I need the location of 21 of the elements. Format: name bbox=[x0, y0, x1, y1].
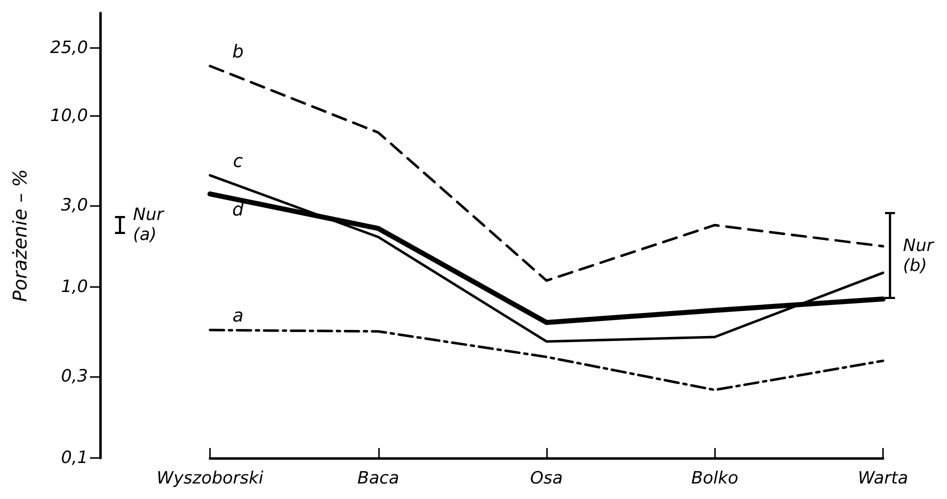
line-series bbox=[208, 174, 884, 343]
x-tick-label: Warta bbox=[858, 468, 908, 488]
y-tick-label: 10,0 bbox=[50, 106, 88, 126]
text: Nur (a) bbox=[133, 205, 166, 245]
line-series bbox=[208, 64, 884, 282]
x-tick-label: Wyszoborski bbox=[156, 468, 264, 488]
series-label: b bbox=[232, 41, 244, 62]
y-tick-label: 0,1 bbox=[60, 448, 88, 468]
y-tick-label: 0,3 bbox=[60, 366, 88, 386]
line-series bbox=[208, 328, 884, 392]
series-label: a bbox=[232, 306, 244, 327]
y-tick-label: 3,0 bbox=[60, 195, 88, 216]
x-tick-label: Baca bbox=[357, 468, 400, 488]
y-axis-title: Porażenie – % bbox=[10, 169, 32, 302]
y-tick-label: 1,0 bbox=[60, 276, 88, 297]
x-tick-label: Bolko bbox=[691, 468, 738, 488]
series-label: d bbox=[232, 199, 244, 220]
text: Nur (b) bbox=[903, 236, 936, 276]
y-tick-label: 25,0 bbox=[50, 38, 88, 58]
x-tick-label: Osa bbox=[530, 468, 563, 488]
series-label: c bbox=[233, 150, 244, 172]
